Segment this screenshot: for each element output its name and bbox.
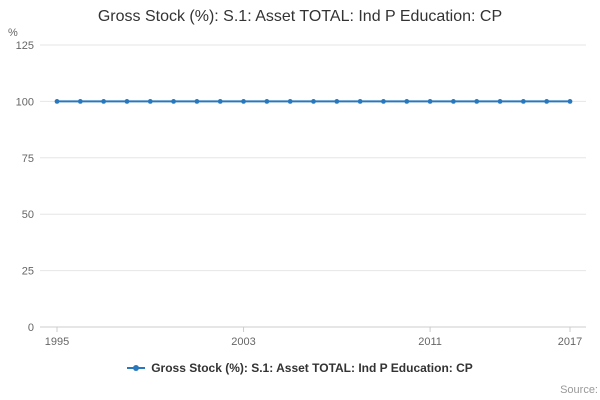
data-point-marker[interactable] [54, 99, 60, 104]
data-point-marker[interactable] [334, 99, 340, 104]
data-point-marker[interactable] [171, 99, 176, 104]
data-point-marker[interactable] [381, 99, 386, 104]
data-point-marker[interactable] [474, 99, 480, 104]
chart-title: Gross Stock (%): S.1: Asset TOTAL: Ind P… [97, 8, 503, 25]
data-point-marker[interactable] [357, 99, 363, 104]
series-line[interactable] [54, 99, 573, 104]
y-tick-label: 50 [22, 209, 34, 221]
data-point-marker[interactable] [404, 99, 410, 104]
y-tick-label: 25 [22, 266, 34, 278]
x-tick-label: 2011 [418, 336, 442, 348]
x-tick-label: 2017 [558, 336, 582, 348]
data-point-marker[interactable] [147, 99, 153, 104]
y-axis-unit-label: % [8, 27, 18, 39]
data-point-marker[interactable] [311, 99, 316, 104]
data-point-marker[interactable] [241, 99, 246, 104]
legend-series-marker-icon [127, 365, 146, 371]
data-point-marker[interactable] [217, 99, 223, 104]
data-point-marker[interactable] [264, 99, 270, 104]
data-point-marker[interactable] [77, 99, 83, 104]
data-point-marker[interactable] [451, 99, 456, 104]
legend-series-label: Gross Stock (%): S.1: Asset TOTAL: Ind P… [151, 361, 473, 375]
x-tick-label: 2003 [231, 336, 255, 348]
source-label: Source: [560, 384, 598, 396]
data-point-marker[interactable] [567, 99, 573, 104]
data-point-marker[interactable] [101, 99, 107, 104]
gridlines [40, 44, 586, 328]
legend[interactable]: Gross Stock (%): S.1: Asset TOTAL: Ind P… [0, 361, 600, 375]
chart-canvas: 0 25 50 75 100 125 1995 2003 2011 2017 [16, 40, 586, 348]
data-point-marker[interactable] [194, 99, 200, 104]
y-tick-label: 125 [16, 40, 34, 52]
data-point-marker[interactable] [544, 99, 550, 104]
data-point-marker[interactable] [497, 99, 503, 104]
x-axis-tick-labels: 1995 2003 2011 2017 [45, 327, 582, 348]
y-tick-label: 100 [16, 96, 34, 108]
y-tick-label: 0 [28, 322, 34, 334]
x-tick-label: 1995 [45, 336, 69, 348]
y-axis-tick-labels: 0 25 50 75 100 125 [16, 40, 34, 334]
data-point-marker[interactable] [287, 99, 293, 104]
y-tick-label: 75 [22, 153, 34, 165]
data-point-marker[interactable] [124, 99, 130, 104]
data-point-marker[interactable] [427, 99, 433, 104]
data-point-marker[interactable] [520, 99, 526, 104]
